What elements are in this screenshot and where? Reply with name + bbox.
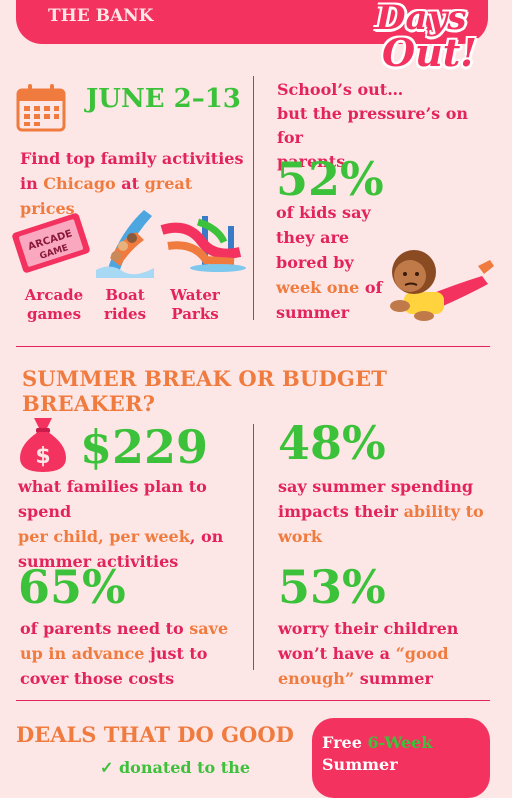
svg-text:$: $ <box>35 444 50 469</box>
stat-65-text: of parents need to save up in advance ju… <box>20 619 229 688</box>
section-title-budget: SUMMER BREAK OR BUDGET BREAKER? <box>22 366 388 416</box>
stat-52-text: of kids say they are bored by week one o… <box>276 203 383 322</box>
stat-48-text: say summer spending impacts their abilit… <box>278 477 484 546</box>
stat-65: 65% <box>18 560 126 614</box>
activity-label-arcade: Arcade games <box>24 286 84 323</box>
event-lead-text: Find top family activities in Chicago at… <box>20 149 244 218</box>
bored-kid-illustration <box>390 250 494 321</box>
divider-vertical-top <box>253 76 254 320</box>
header-bar <box>16 0 488 44</box>
free-card-text: Free 6-Week Summer <box>322 733 433 774</box>
school-intro: School’s out… but the pressure’s on for … <box>277 80 469 171</box>
activity-label-boat: Boat rides <box>103 286 147 323</box>
stat-53-text: worry their children won’t have a “good … <box>278 619 459 688</box>
stat-48: 48% <box>278 416 386 470</box>
activity-label-water: Water Parks <box>170 286 220 323</box>
free-summer-card[interactable]: Free 6-Week Summer <box>312 718 490 798</box>
days-out-logo: Days Out! <box>360 0 490 86</box>
divider-vertical-middle <box>253 424 254 670</box>
divider-horizontal-1 <box>16 346 490 347</box>
stat-229-text: what families plan to spend per child, p… <box>18 477 224 571</box>
boat-ride-icon <box>96 210 154 278</box>
section-title-deals: DEALS THAT DO GOOD <box>16 722 294 747</box>
logo-line-2: Out! <box>382 30 477 75</box>
stat-52: 52% <box>276 152 384 206</box>
water-slide-icon <box>160 216 246 272</box>
logo-line-1: Days <box>376 0 467 38</box>
bank-name: THE BANK <box>48 6 154 26</box>
event-date: JUNE 2–13 <box>86 84 241 114</box>
money-bag-icon: $ <box>20 418 66 472</box>
stat-53: 53% <box>278 560 386 614</box>
stat-229: $229 <box>80 420 209 474</box>
calendar-icon <box>16 84 66 132</box>
arcade-ticket-icon: ARCADE GAME <box>12 213 90 273</box>
divider-horizontal-2 <box>16 700 490 701</box>
